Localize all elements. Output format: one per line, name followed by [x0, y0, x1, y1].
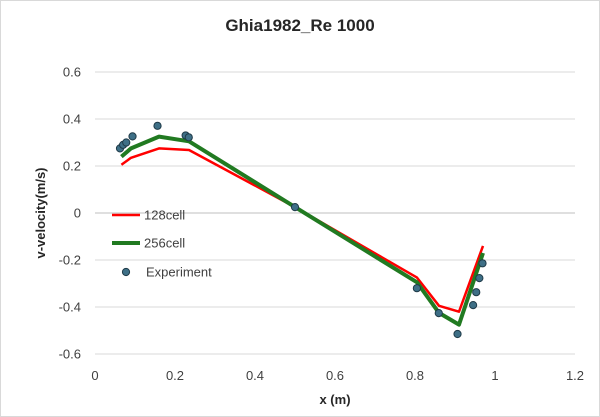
series-line-256cell [120, 134, 485, 327]
y-tick-label: -0.6 [59, 347, 81, 362]
data-point-Experiment [472, 288, 481, 297]
legend-label: 128cell [144, 208, 185, 223]
x-tick-label: 0.2 [166, 368, 184, 383]
y-tick-label: 0 [74, 206, 81, 221]
y-tick-label: -0.4 [59, 300, 81, 315]
y-axis-label: v-velocity(m/s) [33, 167, 48, 258]
y-tick-label: 0.4 [63, 112, 81, 127]
grid [95, 71, 575, 355]
data-point-Experiment [290, 203, 300, 212]
x-tick-label: 0.6 [326, 368, 344, 383]
data-point-Experiment [453, 329, 462, 339]
data-point-Experiment [184, 133, 193, 142]
x-tick-label: 1.2 [566, 368, 584, 383]
x-tick-label: 0 [91, 368, 98, 383]
legend-label: 256cell [144, 236, 185, 251]
data-point-Experiment [122, 138, 131, 147]
chart-title: Ghia1982_Re 1000 [225, 16, 374, 35]
series-line-128cell [120, 147, 485, 313]
x-tick-label: 0.4 [246, 368, 264, 383]
data-point-Experiment [475, 273, 484, 283]
y-tick-label: -0.2 [59, 253, 81, 268]
x-axis-label: x (m) [319, 392, 350, 407]
data-point-Experiment [128, 132, 137, 141]
data-point-Experiment [153, 121, 162, 130]
y-tick-label: 0.2 [63, 159, 81, 174]
x-tick-label: 1 [491, 368, 498, 383]
y-tick-label: 0.6 [63, 65, 81, 80]
data-point-Experiment [478, 259, 487, 268]
legend: 128cell 256cell Experiment [112, 208, 212, 280]
legend-swatch-Experiment [121, 267, 131, 277]
x-tick-label: 0.8 [406, 368, 424, 383]
data-point-Experiment [469, 301, 478, 310]
ticks: 0.6 0.4 0.2 0 -0.2 -0.4 -0.6 0 0.2 0.4 0.6 0.8 1 1.2 [59, 65, 584, 384]
series-layer [115, 121, 487, 339]
data-point-Experiment [412, 284, 421, 293]
legend-label: Experiment [146, 265, 212, 280]
data-point-Experiment [434, 309, 443, 318]
